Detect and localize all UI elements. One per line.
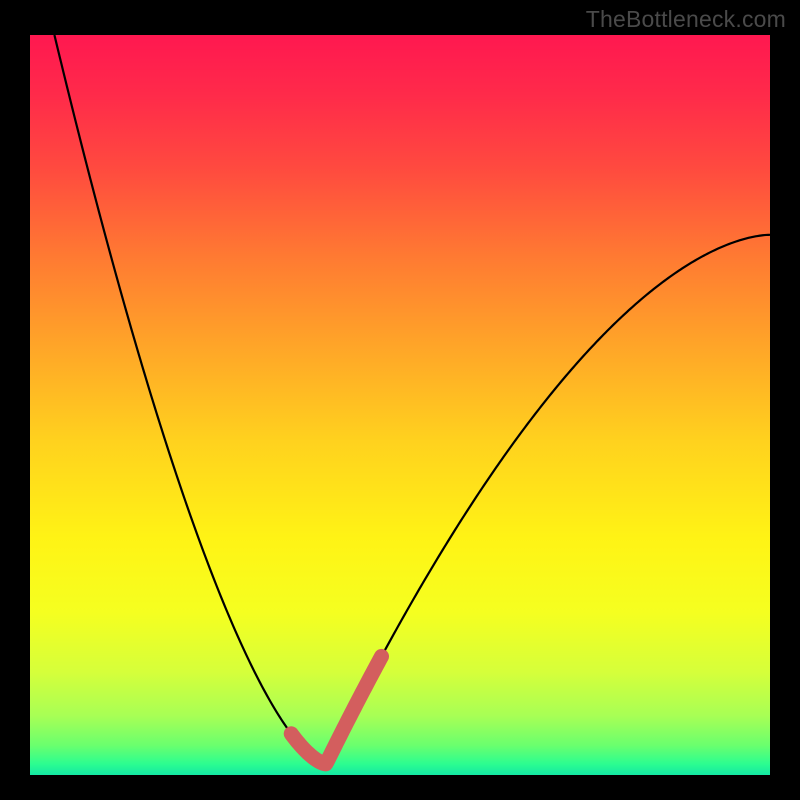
watermark-text: TheBottleneck.com: [586, 6, 786, 33]
bottleneck-chart: [30, 35, 770, 775]
gradient-background: [30, 35, 770, 775]
chart-frame: TheBottleneck.com: [0, 0, 800, 800]
